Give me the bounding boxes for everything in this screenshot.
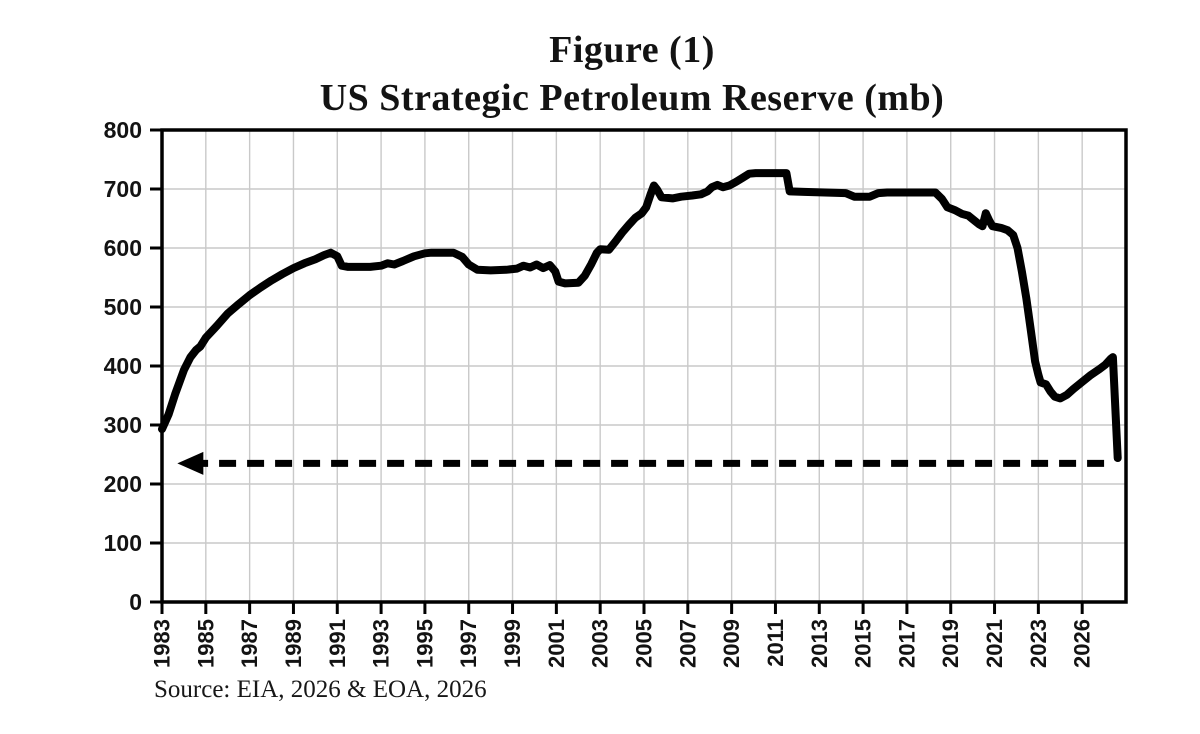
x-tick-label: 2026 (1070, 619, 1095, 668)
x-tick-label: 1997 (456, 619, 481, 668)
x-tick-label: 2023 (1026, 619, 1051, 668)
x-tick-label: 1999 (500, 619, 525, 668)
target-arrow-head (177, 451, 204, 475)
x-tick-label: 1985 (193, 619, 218, 668)
x-tick-label: 2005 (632, 619, 657, 668)
x-tick-label: 2015 (851, 619, 876, 668)
x-tick-label: 2009 (719, 619, 744, 668)
x-tick-label: 2011 (763, 619, 788, 667)
x-tick-label: 2013 (807, 619, 832, 668)
y-tick-label: 600 (104, 235, 142, 261)
y-tick-label: 200 (104, 471, 142, 497)
y-tick-label: 500 (104, 294, 142, 320)
x-tick-label: 1995 (412, 619, 437, 668)
y-tick-label: 700 (104, 176, 142, 202)
y-tick-label: 400 (104, 353, 142, 379)
y-tick-label: 0 (129, 589, 142, 615)
x-tick-label: 1989 (281, 619, 306, 668)
spr-line-series (158, 169, 1122, 462)
x-tick-label: 2003 (588, 619, 613, 668)
y-tick-label: 300 (104, 412, 142, 438)
x-tick-label: 2021 (982, 619, 1007, 668)
y-tick-label: 800 (104, 117, 142, 143)
x-tick-label: 2019 (938, 619, 963, 668)
x-tick-label: 1993 (369, 619, 394, 668)
y-tick-label: 100 (104, 530, 142, 556)
source-note: Source: EIA, 2026 & EOA, 2026 (154, 676, 487, 703)
x-tick-label: 2001 (544, 619, 569, 668)
x-tick-label: 2017 (894, 619, 919, 668)
x-tick-label: 1991 (325, 619, 350, 668)
x-tick-label: 2007 (675, 619, 700, 668)
x-tick-label: 1987 (237, 619, 262, 668)
x-tick-label: 1983 (150, 619, 175, 668)
